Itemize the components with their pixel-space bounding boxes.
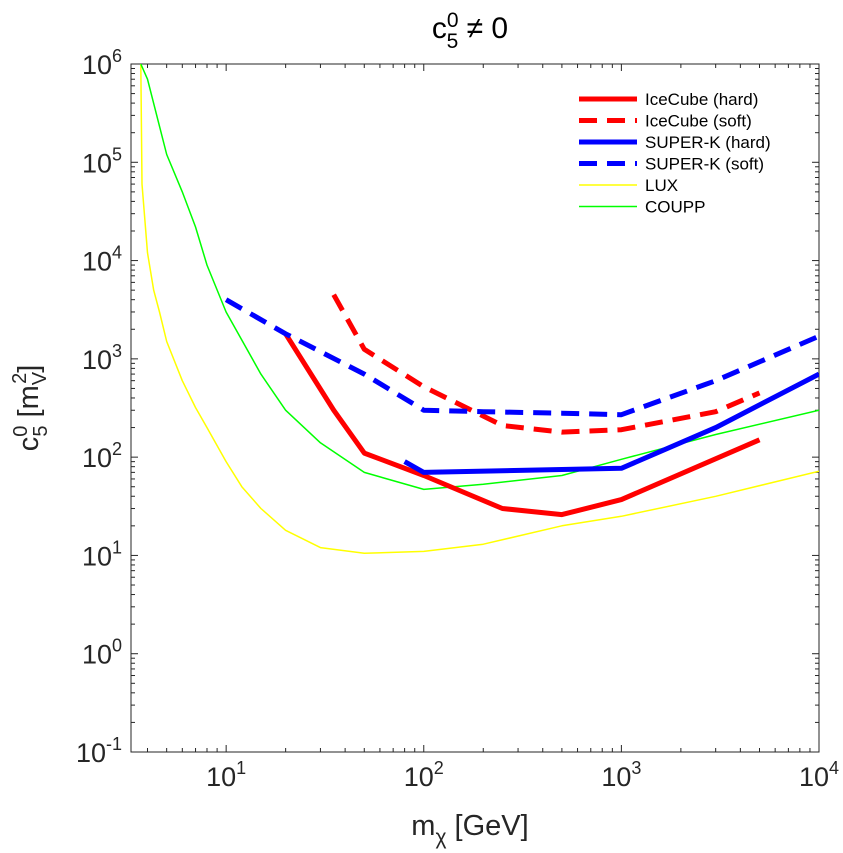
legend-label: IceCube (hard) (645, 90, 758, 109)
legend-label: SUPER-K (soft) (645, 155, 764, 174)
legend: IceCube (hard) IceCube (soft) SUPER-K (har… (579, 90, 771, 217)
series-line-super-k-soft (224, 297, 819, 418)
y-tick-label: 106 (82, 46, 122, 80)
y-tick-label: 100 (82, 636, 122, 670)
series-line-super-k-hard (403, 371, 819, 475)
legend-label: LUX (645, 176, 678, 195)
series-line-icecube-hard (283, 332, 761, 518)
y-tick-label: 102 (82, 439, 122, 473)
axis-ticks: 101 102 103 104 10-1 100 101 102 103 104 105 106 (76, 46, 839, 792)
plot-frame (130, 63, 820, 753)
legend-label: IceCube (soft) (645, 112, 752, 131)
y-tick-label: 10-1 (76, 734, 122, 768)
legend-label: SUPER-K (hard) (645, 133, 771, 152)
x-tick-label: 102 (404, 758, 444, 792)
x-tick-label: 103 (601, 758, 641, 792)
legend-label: COUPP (645, 198, 705, 217)
y-tick-label: 103 (82, 341, 122, 375)
y-axis-label: c05 [mV2] (9, 365, 52, 452)
x-tick-label: 104 (799, 758, 839, 792)
series-layer (140, 64, 819, 555)
y-tick-label: 101 (82, 537, 122, 571)
y-tick-label: 105 (82, 144, 122, 178)
x-axis-label: mχ [GeV] (411, 810, 528, 849)
y-tick-label: 104 (82, 243, 122, 277)
chart-title: c0 5 ≠ 0 (432, 9, 508, 53)
series-line-lux (140, 64, 819, 555)
x-tick-label: 101 (206, 758, 246, 792)
